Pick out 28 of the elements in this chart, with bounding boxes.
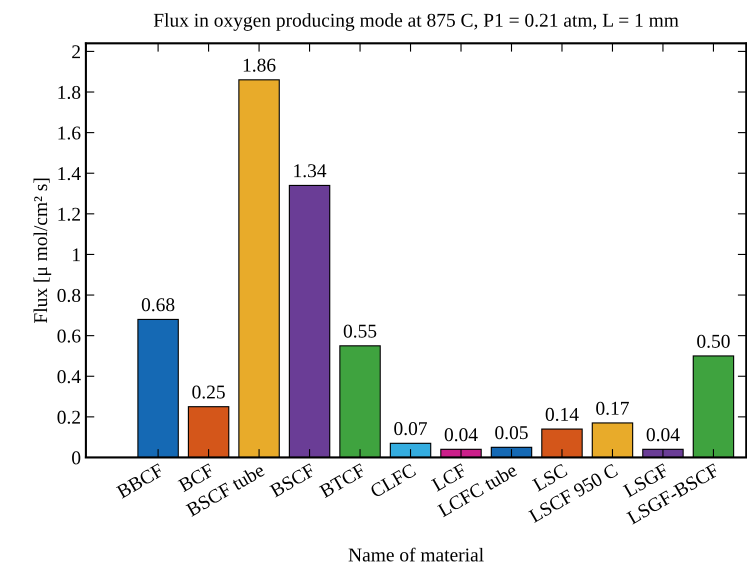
y-axis-title: Flux [μ mol/cm² s] <box>34 178 52 324</box>
y-tick-label: 2 <box>72 45 80 58</box>
y-tick-label: 1.2 <box>58 208 80 221</box>
y-tick-label: 1.6 <box>58 126 80 140</box>
data-label: 0.17 <box>596 402 629 415</box>
y-tick-label: 1.4 <box>58 167 81 180</box>
y-tick-label: 0.2 <box>57 410 80 424</box>
y-tick-label: 0.6 <box>57 329 80 343</box>
data-label: 0.25 <box>192 385 225 399</box>
x-tick-label: LSC <box>532 463 568 492</box>
data-label: 0.04 <box>646 428 680 442</box>
x-tick-label: CLFC <box>369 463 416 498</box>
y-tick-label: 0.8 <box>57 288 80 302</box>
data-label: 0.50 <box>697 334 730 348</box>
data-label: 0.05 <box>495 426 528 440</box>
data-label: 1.86 <box>244 58 276 72</box>
data-label: 0.07 <box>394 422 427 436</box>
y-tick-label: 0 <box>72 451 80 464</box>
data-label: 0.68 <box>142 298 174 312</box>
y-tick-label: 0.4 <box>57 370 81 384</box>
data-label: 1.34 <box>294 164 326 178</box>
chart-title: Flux in oxygen producing mode at 875 C, P1 = 0.21 atm, L = 1 mm <box>154 13 679 31</box>
data-label: 0.14 <box>546 408 579 422</box>
x-axis-title: Name of material <box>348 548 484 562</box>
y-tick-label: 1 <box>73 248 80 262</box>
data-label: 0.04 <box>444 428 478 442</box>
data-label: 0.55 <box>344 324 376 338</box>
y-tick-label: 1.8 <box>58 86 80 100</box>
